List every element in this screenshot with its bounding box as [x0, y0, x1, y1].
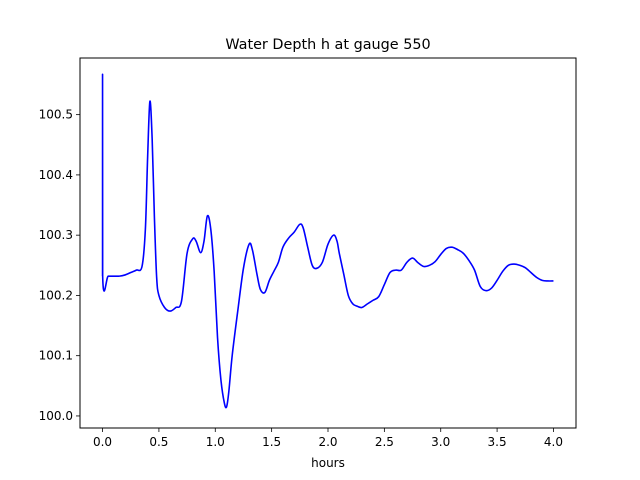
y-tick-label: 100.4	[39, 168, 73, 182]
x-tick-label: 3.0	[431, 435, 450, 449]
y-tick-label: 100.1	[39, 349, 73, 363]
y-tick-label: 100.5	[39, 108, 73, 122]
x-axis-label: hours	[311, 456, 345, 470]
y-axis: 100.0 100.1 100.2 100.3 100.4 100.5	[39, 108, 80, 423]
chart-title: Water Depth h at gauge 550	[225, 37, 430, 53]
series-layer	[101, 73, 554, 409]
series-line-0	[101, 73, 554, 409]
x-tick-label: 2.5	[375, 435, 394, 449]
x-tick-label: 1.5	[262, 435, 281, 449]
y-tick-label: 100.3	[39, 228, 73, 242]
x-tick-label: 2.0	[318, 435, 337, 449]
x-tick-label: 4.0	[544, 435, 563, 449]
x-tick-label: 0.0	[93, 435, 112, 449]
y-tick-label: 100.2	[39, 288, 73, 302]
x-tick-label: 1.0	[206, 435, 225, 449]
x-tick-label: 0.5	[149, 435, 168, 449]
x-tick-label: 3.5	[488, 435, 507, 449]
x-axis: 0.0 0.5 1.0 1.5 2.0 2.5 3.0 3.5 4.0	[93, 428, 563, 449]
y-tick-label: 100.0	[39, 409, 73, 423]
